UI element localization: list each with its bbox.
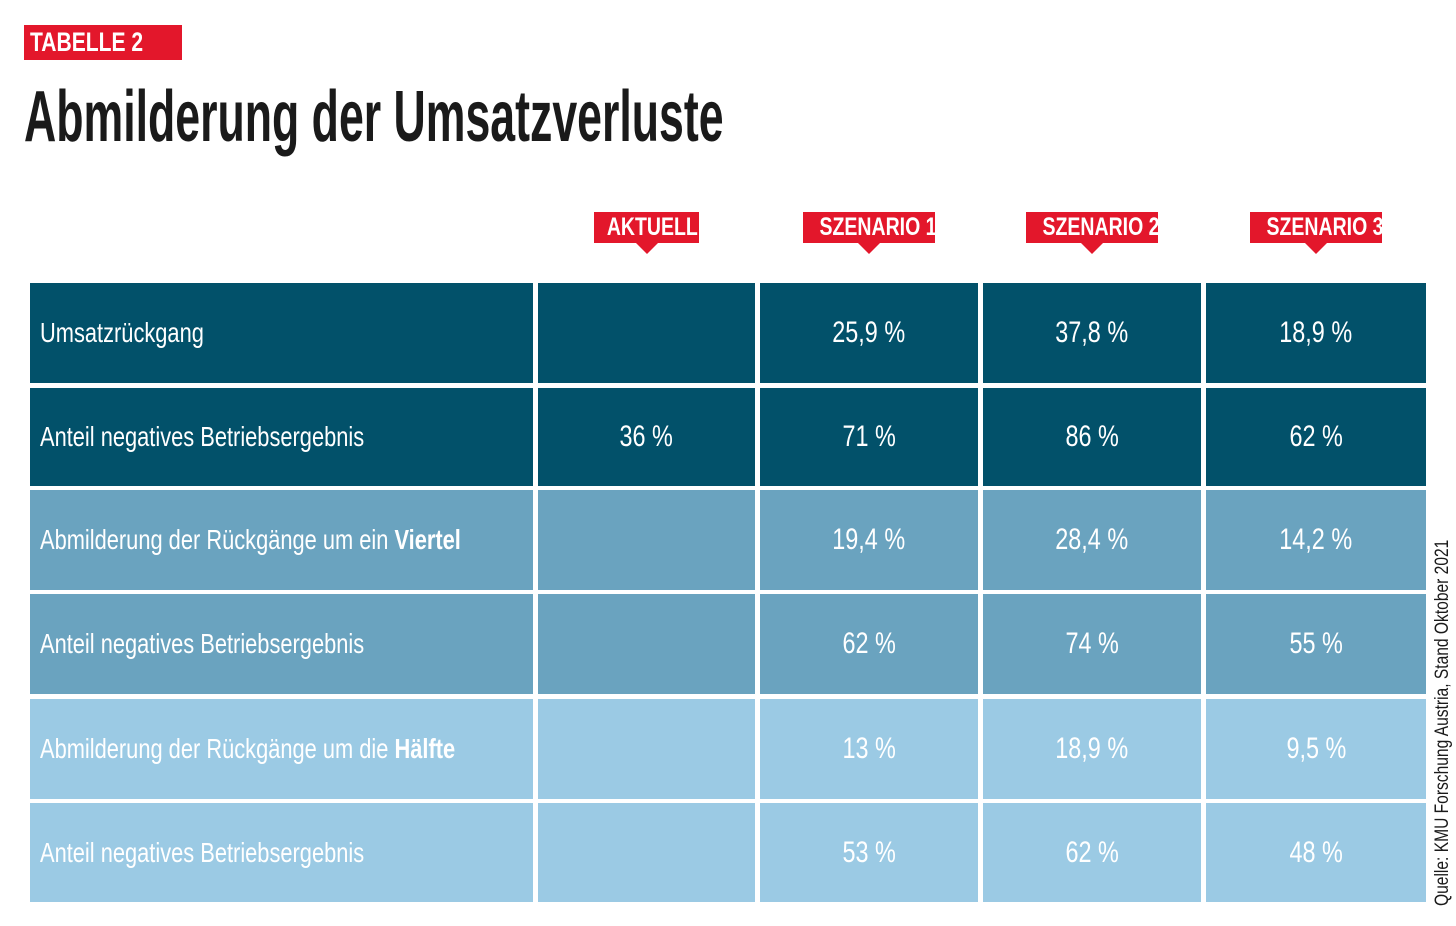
- row-label: Abmilderung der Rückgänge um ein Viertel: [30, 490, 533, 590]
- cell-value: 18,9 %: [1055, 732, 1129, 765]
- row-label-text: Anteil negatives Betriebsergebnis: [40, 421, 364, 453]
- source: Quelle: KMU Forschung Austria, Stand Okt…: [1428, 506, 1456, 906]
- row-label-text: Umsatzrückgang: [40, 317, 204, 349]
- table-cell: 25,9 %: [760, 283, 978, 383]
- cell-value: 37,8 %: [1055, 316, 1129, 349]
- label-emphasis: Viertel: [394, 524, 461, 555]
- table-cell: 18,9 %: [983, 699, 1201, 799]
- cell-value: 62 %: [1065, 835, 1119, 869]
- row-label-text: Anteil negatives Betriebsergebnis: [40, 837, 364, 869]
- table-cell: 53 %: [760, 803, 978, 902]
- table-cell: [538, 594, 755, 694]
- table-cell: 37,8 %: [983, 283, 1201, 383]
- header-pointer: [1304, 242, 1328, 254]
- column-header: SZENARIO 2: [1026, 212, 1161, 243]
- title-text: Abmilderung der Umsatzverluste: [24, 77, 724, 157]
- label-text: Abmilderung der Rückgänge um die: [40, 733, 389, 764]
- table-cell: 71 %: [760, 388, 978, 486]
- label-text: Anteil negatives Betriebsergebnis: [40, 628, 365, 659]
- cell-value: 18,9 %: [1279, 316, 1353, 349]
- row-label-text: Abmilderung der Rückgänge um die Hälfte: [40, 733, 455, 765]
- cell-value: 36 %: [619, 420, 674, 453]
- row-label: Abmilderung der Rückgänge um die Hälfte: [30, 699, 533, 799]
- column-header: AKTUELL: [594, 212, 699, 243]
- cell-value: 9,5 %: [1286, 732, 1346, 765]
- table-label: TABELLE 2: [24, 25, 182, 60]
- table-label-text: TABELLE 2: [30, 27, 144, 57]
- column-header: SZENARIO 1: [803, 212, 938, 243]
- column-header-text: SZENARIO 2: [1042, 213, 1161, 241]
- cell-value: 71 %: [842, 420, 896, 453]
- cell-value: 19,4 %: [832, 523, 906, 556]
- cell-value: 48 %: [1289, 835, 1343, 869]
- cell-value: 62 %: [1289, 420, 1343, 453]
- table-cell: 36 %: [538, 388, 755, 486]
- label-text: Anteil negatives Betriebsergebnis: [40, 421, 365, 452]
- table-cell: 19,4 %: [760, 490, 978, 590]
- title: Abmilderung der Umsatzverluste: [24, 72, 1152, 162]
- table-cell: [538, 283, 755, 383]
- row-label-text: Anteil negatives Betriebsergebnis: [40, 628, 364, 660]
- header-pointer: [634, 242, 659, 254]
- row-label: Umsatzrückgang: [30, 283, 533, 383]
- table-cell: [538, 699, 755, 799]
- row-label: Anteil negatives Betriebsergebnis: [30, 388, 533, 486]
- source-text: Quelle: KMU Forschung Austria, Stand Okt…: [1432, 539, 1453, 906]
- table-cell: [538, 803, 755, 902]
- table-cell: [538, 490, 755, 590]
- cell-value: 55 %: [1289, 627, 1343, 660]
- table-cell: 48 %: [1206, 803, 1426, 902]
- row-label: Anteil negatives Betriebsergebnis: [30, 803, 533, 902]
- table-cell: 14,2 %: [1206, 490, 1426, 590]
- table-cell: 13 %: [760, 699, 978, 799]
- table-cell: 62 %: [1206, 388, 1426, 486]
- column-header: SZENARIO 3: [1250, 212, 1385, 243]
- table-cell: 18,9 %: [1206, 283, 1426, 383]
- cell-value: 74 %: [1065, 627, 1119, 660]
- cell-value: 28,4 %: [1055, 523, 1129, 556]
- column-header-text: AKTUELL: [606, 213, 698, 241]
- table-cell: 62 %: [983, 803, 1201, 902]
- table-cell: 62 %: [760, 594, 978, 694]
- cell-value: 62 %: [842, 627, 896, 660]
- column-header-text: SZENARIO 1: [819, 213, 938, 241]
- table-cell: 86 %: [983, 388, 1201, 486]
- row-label: Anteil negatives Betriebsergebnis: [30, 594, 533, 694]
- cell-value: 86 %: [1065, 420, 1119, 453]
- label-text: Abmilderung der Rückgänge um ein: [40, 524, 389, 555]
- label-text: Umsatzrückgang: [40, 317, 204, 348]
- cell-value: 25,9 %: [832, 316, 906, 349]
- table-cell: 28,4 %: [983, 490, 1201, 590]
- cell-value: 53 %: [842, 835, 896, 869]
- cell-value: 13 %: [842, 732, 896, 765]
- header-pointer: [857, 242, 881, 254]
- label-text: Anteil negatives Betriebsergebnis: [40, 836, 365, 868]
- column-header-text: SZENARIO 3: [1266, 213, 1385, 241]
- label-emphasis: Hälfte: [394, 733, 456, 764]
- table-cell: 55 %: [1206, 594, 1426, 694]
- table-cell: 74 %: [983, 594, 1201, 694]
- cell-value: 14,2 %: [1279, 523, 1353, 556]
- header-pointer: [1080, 242, 1104, 254]
- table-cell: 9,5 %: [1206, 699, 1426, 799]
- row-label-text: Abmilderung der Rückgänge um ein Viertel: [40, 524, 461, 556]
